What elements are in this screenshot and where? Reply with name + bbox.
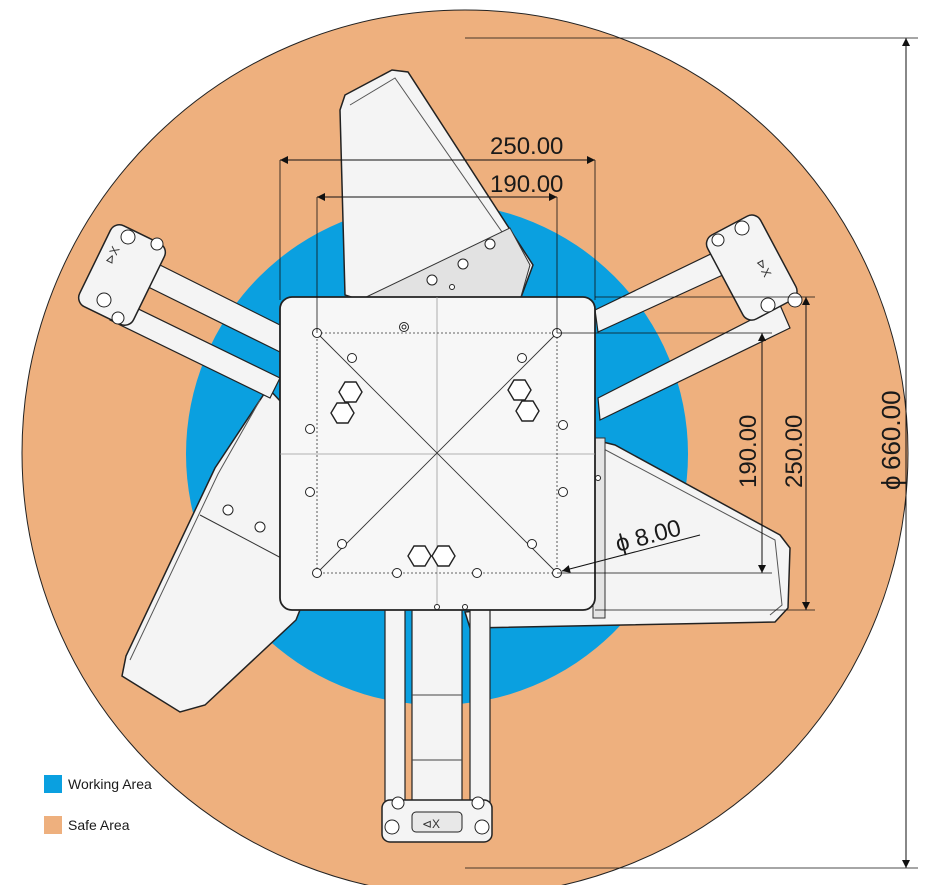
- arm-upper-left: ⊳X: [77, 224, 291, 399]
- svg-text:⊲X: ⊲X: [422, 817, 440, 831]
- arm-lower: ⊲X: [381, 604, 493, 843]
- center-plate: [279, 296, 596, 611]
- dim-plate-outer-width: 250.00: [279, 133, 596, 300]
- dim-label-250-vertical: 250.00: [781, 415, 808, 488]
- dim-plate-inner-width: 190.00: [316, 171, 563, 333]
- legend-label-working: Working Area: [68, 776, 152, 792]
- dim-label-190-vertical: 190.00: [735, 415, 762, 488]
- dim-plate-outer-height: 250.00: [595, 296, 815, 611]
- dim-label-250-horizontal: 250.00: [490, 133, 563, 160]
- dim-outer-diameter: ϕ 660.00: [465, 37, 918, 869]
- diameter-symbol: ϕ: [876, 475, 906, 490]
- paddle-top: [339, 69, 534, 301]
- dim-label-660: 660.00: [876, 390, 906, 470]
- legend-swatch-working: [44, 775, 62, 793]
- legend-safe-area: Safe Area: [44, 816, 130, 834]
- legend-swatch-safe: [44, 816, 62, 834]
- dim-label-190-horizontal: 190.00: [490, 171, 563, 198]
- dim-plate-inner-height: 190.00: [557, 332, 772, 574]
- arm-upper-right: ⊳X: [594, 214, 803, 421]
- corner-hole: [312, 568, 322, 578]
- legend-working-area: Working Area: [44, 775, 152, 793]
- legend-label-safe: Safe Area: [68, 817, 130, 833]
